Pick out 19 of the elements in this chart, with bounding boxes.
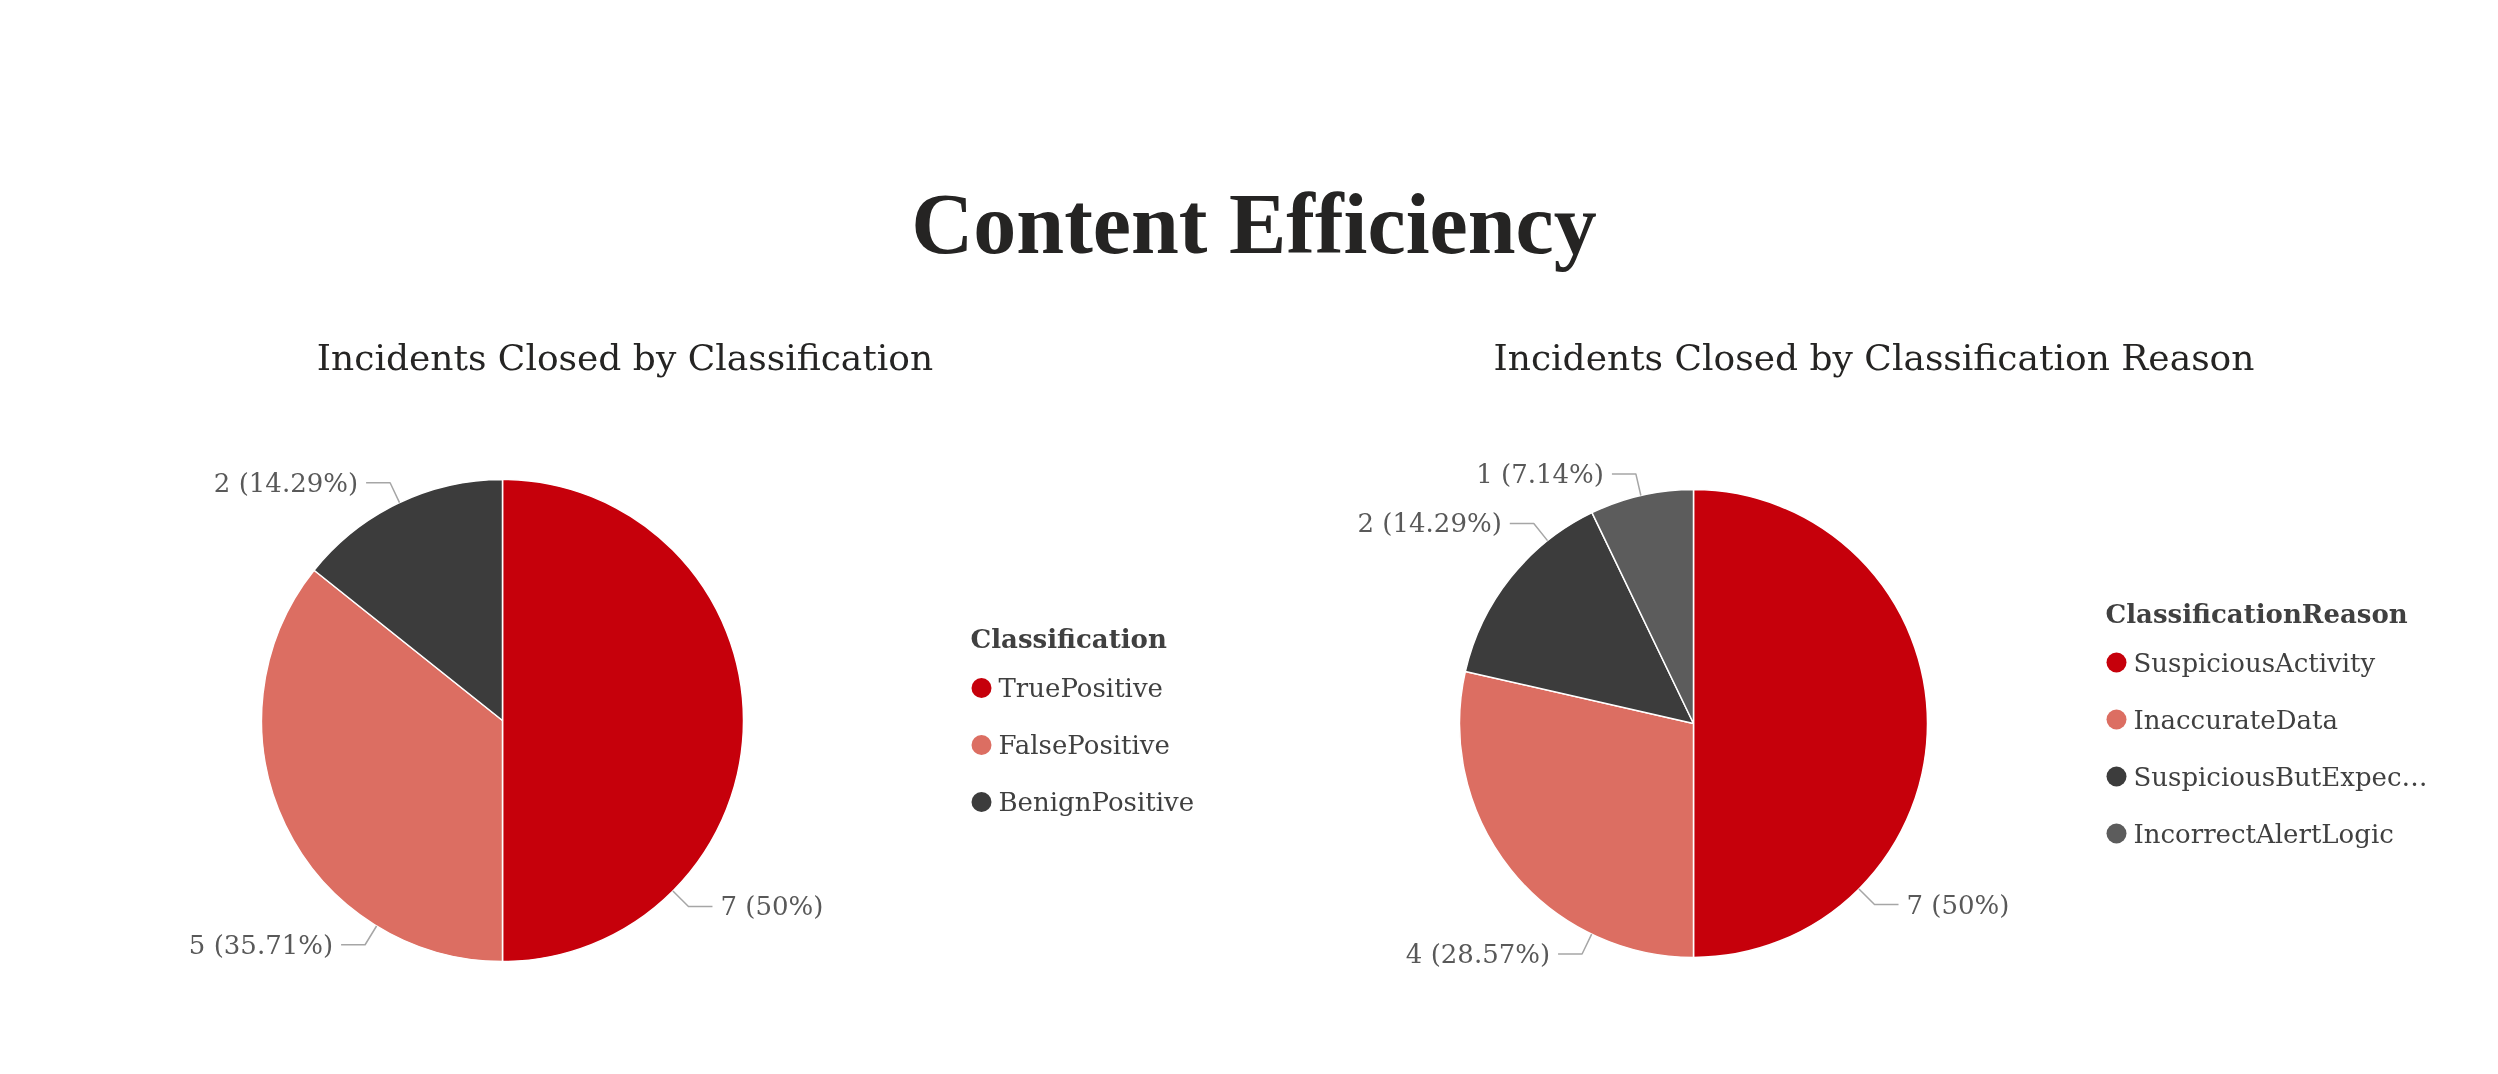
legend-label: BenignPositive [998,787,1195,817]
data-label: 1 (7.14%) [1476,459,1604,490]
legend-title: ClassificationReason [2105,598,2408,629]
legend-label: TruePositive [998,673,1163,703]
data-label: 7 (50%) [720,891,824,922]
legend-label: SuspiciousActivity [2133,647,2376,678]
legend-label: InaccurateData [2133,704,2338,735]
data-label: 7 (50%) [1906,889,2010,920]
data-label: 4 (28.57%) [1405,938,1551,969]
legend-label: IncorrectAlertLogic [2133,818,2394,849]
data-label: 2 (14.29%) [1357,508,1502,539]
legend-label: SuspiciousButExpec… [2133,761,2428,792]
data-label: 5 (35.71%) [188,929,334,960]
text: Content Efficiency [911,176,1597,272]
legend-title: Classification [970,624,1167,654]
legend-label: FalsePositive [998,730,1170,760]
chart-title: Incidents Closed by Classification Reason [1493,337,2255,378]
data-label: 2 (14.29%) [213,467,359,498]
chart-title: Incidents Closed by Classification [316,337,934,378]
